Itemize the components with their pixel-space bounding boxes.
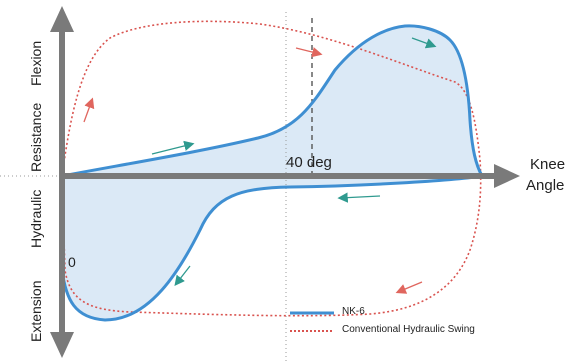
arrow-teal-upper-left: [151, 140, 195, 155]
arrow-teal-peak: [411, 37, 437, 49]
arrow-red-rise: [83, 97, 95, 123]
arrow-red-bottom: [395, 281, 423, 294]
nk6-curve: [60, 24, 485, 322]
conventional-swing-curve: [61, 20, 482, 317]
nk6-loop-fill: [62, 25, 482, 320]
resistance-label: Resistance: [28, 102, 44, 172]
arrow-red-top: [295, 47, 323, 58]
arrow-teal-return: [337, 192, 381, 203]
zero-label: 0: [68, 254, 76, 270]
legend-item-nk6: NK-6: [342, 306, 365, 317]
knee-label: Knee: [530, 156, 566, 173]
hydraulic-label: Hydraulic: [28, 189, 44, 248]
vertical-axis-arrow-up: [50, 6, 74, 32]
arrow-teal-lower: [174, 265, 191, 287]
extension-label: Extension: [28, 280, 44, 342]
vertical-axis-arrow-down: [50, 332, 74, 358]
horizontal-axis-arrow: [494, 164, 520, 188]
angle-label: Angle: [526, 177, 565, 194]
forty-deg-label: 40 deg: [286, 154, 332, 171]
legend-item-conventional: Conventional Hydraulic Swing: [342, 324, 475, 335]
flexion-label: Flexion: [28, 40, 44, 86]
